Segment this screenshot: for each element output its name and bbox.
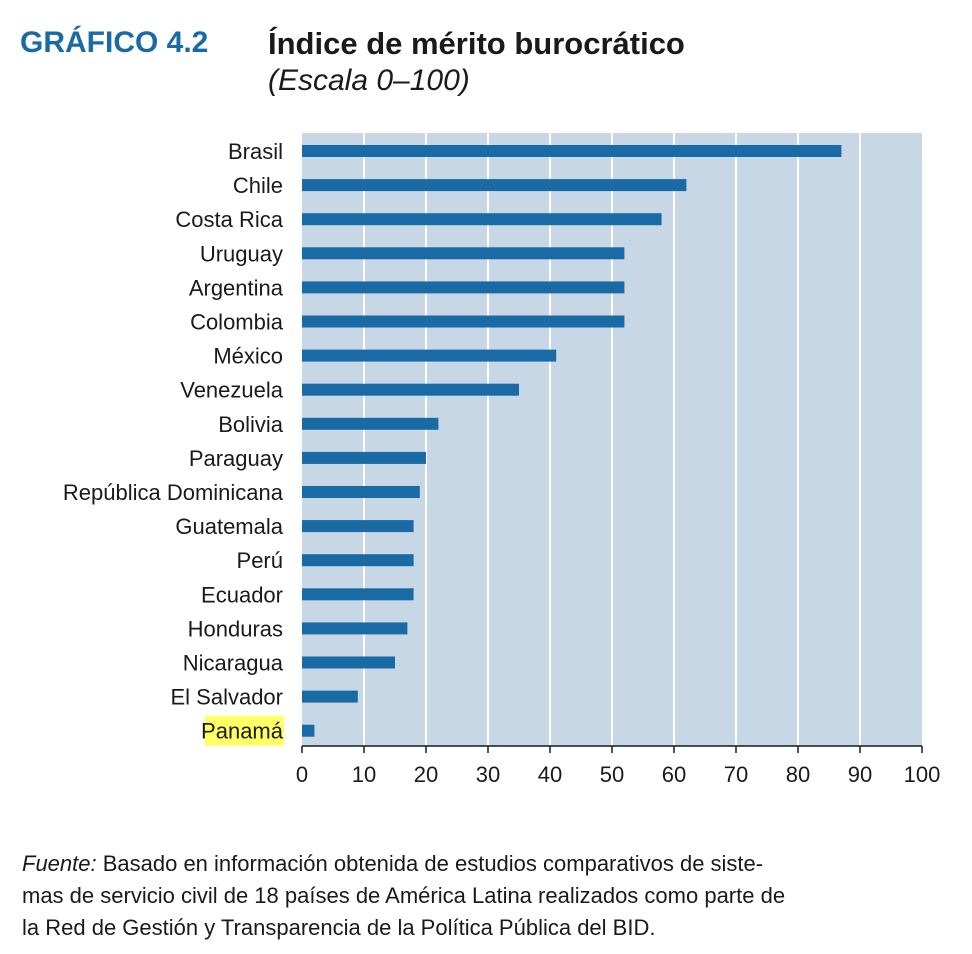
category-label: Panamá	[201, 719, 284, 744]
x-tick-label: 20	[414, 762, 438, 787]
x-tick-label: 30	[476, 762, 500, 787]
bar	[302, 622, 408, 635]
source-note: Fuente: Basado en información obtenida d…	[22, 848, 952, 944]
category-label: Bolivia	[218, 412, 284, 437]
x-tick-label: 60	[662, 762, 686, 787]
bar-chart: 0 10 20 30 40 50 60 70 80 90 100 Brasil Chile Costa R…	[63, 133, 941, 787]
x-tick-label: 50	[600, 762, 624, 787]
bar	[302, 349, 557, 362]
figure-label: GRÁFICO 4.2	[20, 26, 209, 59]
category-label: Colombia	[190, 310, 284, 335]
category-label: Guatemala	[175, 514, 283, 539]
bar	[302, 486, 420, 498]
x-tick-label: 70	[724, 762, 748, 787]
source-line-3: la Red de Gestión y Transparencia de la …	[22, 915, 656, 940]
x-tick-label: 90	[848, 762, 872, 787]
category-label: Argentina	[189, 275, 284, 300]
chart-subtitle: (Escala 0–100)	[268, 64, 470, 97]
category-label: Perú	[237, 548, 283, 573]
x-tick-label: 100	[904, 762, 941, 787]
x-tick-label: 10	[352, 762, 376, 787]
source-text: Basado en información obtenida de estudi…	[96, 851, 764, 876]
bar	[302, 383, 519, 396]
category-label: El Salvador	[170, 685, 283, 710]
source-line-2: mas de servicio civil de 18 países de Am…	[22, 883, 786, 908]
bar	[302, 690, 358, 703]
bar	[302, 179, 687, 192]
bar	[302, 247, 625, 260]
bar	[302, 145, 842, 157]
bar	[302, 656, 395, 669]
category-label: Chile	[233, 173, 283, 198]
x-tick-label: 40	[538, 762, 562, 787]
bar	[302, 451, 426, 464]
bar	[302, 315, 625, 328]
category-label: Costa Rica	[175, 207, 283, 232]
bar	[302, 281, 625, 294]
bar	[302, 213, 662, 226]
x-tick-label: 80	[786, 762, 810, 787]
bar	[302, 554, 414, 567]
bar	[302, 417, 439, 430]
category-label: Brasil	[228, 139, 283, 164]
bar	[302, 724, 315, 737]
category-label: Paraguay	[189, 446, 283, 471]
category-label: Honduras	[188, 616, 283, 641]
source-label: Fuente:	[22, 851, 97, 876]
category-label: Nicaragua	[183, 651, 284, 676]
category-label: México	[213, 344, 283, 369]
x-tick-label: 0	[296, 762, 308, 787]
category-label: Ecuador	[201, 582, 283, 607]
chart-title: Índice de mérito burocrático	[268, 26, 685, 61]
category-label: Uruguay	[200, 241, 283, 266]
highlight-marker	[204, 715, 284, 746]
bar	[302, 520, 414, 533]
category-label: Venezuela	[180, 378, 284, 403]
bar	[302, 588, 414, 601]
category-label: República Dominicana	[63, 480, 284, 505]
